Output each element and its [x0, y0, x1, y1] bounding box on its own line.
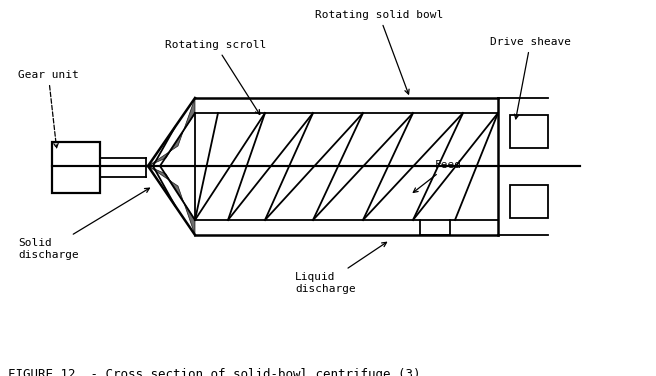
Text: Feed: Feed [413, 160, 462, 193]
Polygon shape [148, 98, 195, 166]
Bar [510, 115, 548, 148]
Text: Gear unit: Gear unit [18, 70, 79, 148]
Bar [510, 185, 548, 218]
Text: Solid
discharge: Solid discharge [18, 188, 150, 260]
Text: Rotating scroll: Rotating scroll [165, 40, 266, 114]
Text: Rotating solid bowl: Rotating solid bowl [315, 10, 443, 94]
Polygon shape [148, 166, 195, 235]
Text: Drive sheave: Drive sheave [490, 37, 571, 119]
Text: Liquid
discharge: Liquid discharge [295, 242, 386, 294]
Bar [52, 142, 100, 193]
Text: FIGURE 12. - Cross section of solid-bowl centrifuge (3).: FIGURE 12. - Cross section of solid-bowl… [8, 368, 428, 376]
